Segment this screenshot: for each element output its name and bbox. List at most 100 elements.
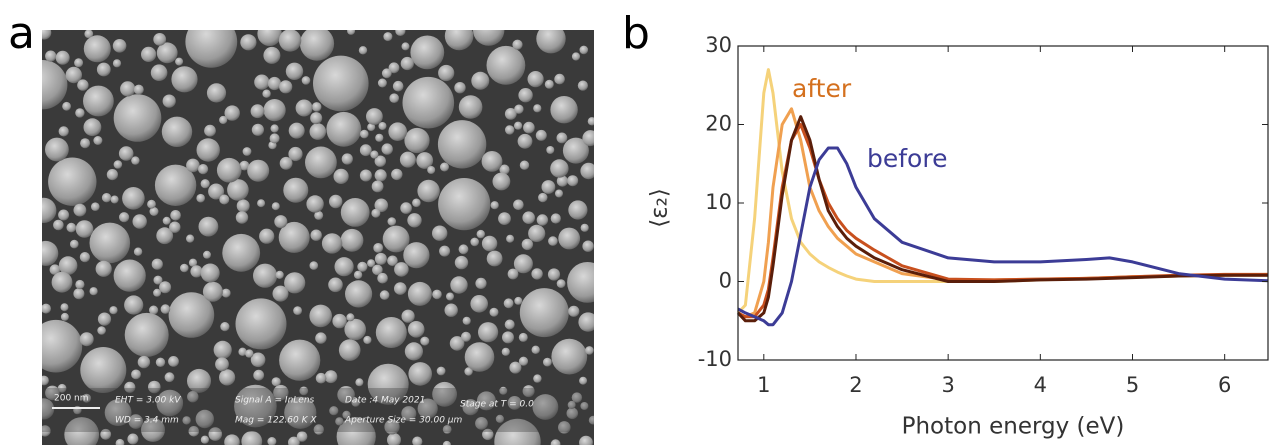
particle [395, 30, 406, 36]
particle [375, 133, 384, 142]
particle [551, 338, 588, 375]
particle [188, 258, 198, 267]
particle [220, 322, 230, 332]
particle [481, 235, 498, 252]
particle [353, 270, 363, 280]
particle [77, 79, 89, 91]
particle [149, 207, 159, 216]
particle [399, 151, 416, 168]
particle [541, 180, 556, 194]
particle [313, 55, 369, 112]
particle [271, 202, 280, 211]
particle [513, 254, 533, 274]
particle [372, 264, 383, 276]
particle [550, 96, 578, 124]
particle [153, 288, 162, 297]
particle [482, 428, 494, 441]
particle [160, 304, 171, 314]
particle [161, 116, 193, 147]
particle [407, 281, 432, 306]
particle [219, 369, 236, 386]
particle [381, 143, 393, 155]
particle [240, 34, 257, 51]
particle [341, 153, 353, 165]
particle [444, 303, 458, 317]
particle [75, 279, 85, 290]
particle [315, 372, 327, 384]
particle [531, 268, 543, 280]
particle [499, 386, 508, 395]
particle [285, 62, 304, 80]
particle [324, 370, 338, 384]
particle [42, 240, 59, 266]
info-text: Mag = 122.60 K X [235, 416, 317, 426]
particle [73, 288, 85, 300]
particle [154, 164, 197, 206]
sem-image: 200 nm EHT = 3.00 kV Signal A = InLens Date… [42, 30, 594, 445]
particle [438, 64, 455, 82]
particle [80, 347, 127, 393]
particle [334, 257, 354, 277]
annotation: after [792, 74, 852, 103]
particle [309, 123, 327, 140]
particle [544, 79, 554, 89]
particle [254, 74, 270, 90]
particle [245, 349, 254, 358]
particle [494, 418, 541, 445]
particle [351, 398, 361, 407]
x-tick-label: 3 [941, 373, 954, 397]
particle [175, 57, 184, 66]
particle [200, 435, 209, 444]
particle [119, 212, 130, 223]
particle [458, 244, 469, 255]
particle [227, 179, 249, 201]
particle [462, 399, 479, 416]
particle [375, 317, 407, 348]
particle [267, 437, 277, 445]
particle [42, 425, 51, 437]
particle [401, 309, 415, 323]
particle [517, 133, 533, 149]
particle [403, 242, 430, 269]
particle [326, 111, 362, 147]
particle [273, 384, 289, 401]
particle [481, 151, 503, 172]
particle [122, 187, 145, 210]
particle [427, 166, 436, 174]
particle [187, 391, 199, 403]
particle [186, 234, 195, 243]
particle [578, 312, 594, 332]
particle [156, 42, 178, 64]
particle [62, 101, 71, 111]
particle [100, 428, 112, 440]
particle [82, 393, 92, 403]
particle [141, 417, 165, 442]
particle [567, 400, 576, 409]
particle [170, 210, 181, 221]
particle [407, 321, 425, 338]
particle [417, 179, 440, 203]
particle [151, 258, 163, 270]
panel-label: a [8, 8, 35, 59]
particle [97, 312, 112, 326]
particle [118, 146, 134, 161]
particle [518, 88, 533, 103]
particle [219, 115, 228, 125]
particle [533, 374, 542, 383]
particle [580, 162, 594, 180]
particle [65, 66, 83, 84]
particle [270, 124, 279, 133]
particle [404, 342, 423, 361]
particle [216, 157, 242, 183]
particle [506, 234, 515, 243]
particle [204, 124, 216, 137]
particle [363, 335, 372, 345]
particle [439, 245, 451, 257]
particle [547, 268, 561, 281]
particle [301, 76, 311, 85]
particle [556, 279, 566, 288]
x-tick-label: 1 [757, 373, 770, 397]
particle [202, 281, 223, 302]
y-tick-label: 10 [705, 190, 732, 214]
particle [206, 83, 227, 103]
